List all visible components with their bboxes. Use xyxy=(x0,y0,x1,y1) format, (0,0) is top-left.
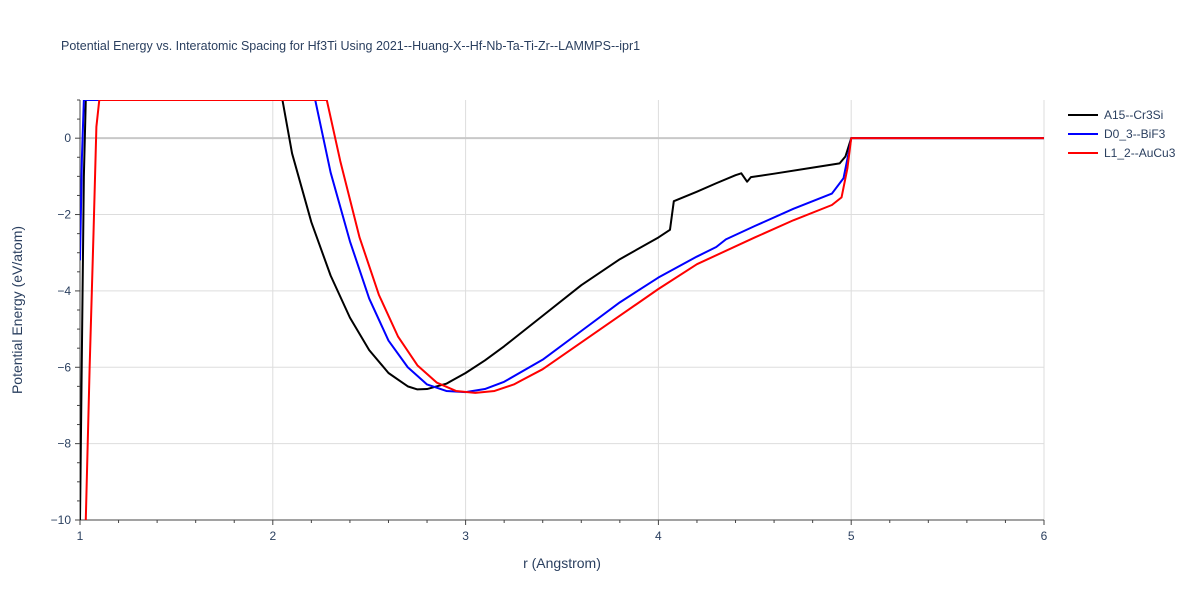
series-line-2 xyxy=(84,100,1044,520)
series-group xyxy=(80,100,1044,520)
legend[interactable]: A15--Cr3Si D0_3--BiF3 L1_2--AuCu3 xyxy=(1068,108,1176,160)
x-tick-label: 5 xyxy=(848,529,855,543)
y-tick-label: −4 xyxy=(57,284,71,298)
legend-label: A15--Cr3Si xyxy=(1104,108,1163,122)
legend-label: L1_2--AuCu3 xyxy=(1104,146,1176,160)
x-tick-label: 4 xyxy=(655,529,662,543)
series-line-1 xyxy=(80,100,1044,394)
legend-label: D0_3--BiF3 xyxy=(1104,127,1166,141)
plot-area xyxy=(80,100,1044,520)
y-axis-title: Potential Energy (eV/atom) xyxy=(9,226,25,394)
y-tick-label: −8 xyxy=(57,437,71,451)
y-tick-label: −2 xyxy=(57,208,71,222)
y-tick-label: −6 xyxy=(57,360,71,374)
x-tick-label: 3 xyxy=(462,529,469,543)
x-tick-label: 1 xyxy=(77,529,84,543)
chart-title: Potential Energy vs. Interatomic Spacing… xyxy=(61,39,640,53)
x-tick-label: 2 xyxy=(269,529,276,543)
x-tick-label: 6 xyxy=(1041,529,1048,543)
y-tick-label: 0 xyxy=(64,131,71,145)
x-axis-ticks: 1 2 3 4 5 6 xyxy=(77,520,1048,543)
y-axis-ticks: −10 −8 −6 −4 −2 0 xyxy=(51,99,80,527)
x-axis-title: r (Angstrom) xyxy=(523,555,601,571)
y-tick-label: −10 xyxy=(51,513,72,527)
series-line-0 xyxy=(80,100,1044,520)
